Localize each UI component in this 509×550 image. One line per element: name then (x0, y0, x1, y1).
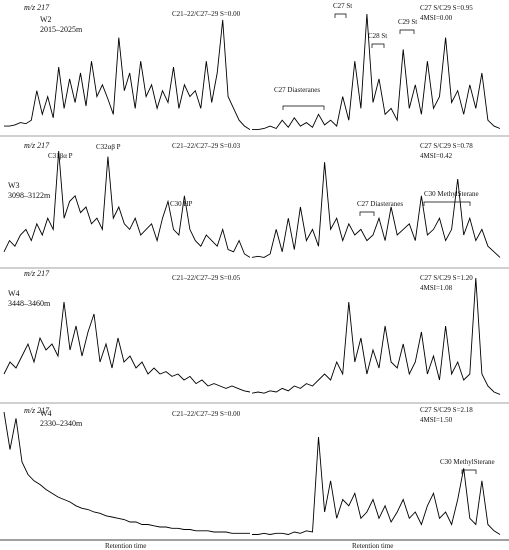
ratio-label: C21–22/C27–29 S=0.00 (172, 10, 241, 18)
trace-right-3 (251, 277, 501, 395)
trace-left-3 (3, 301, 251, 393)
annotation-bracket (371, 43, 385, 48)
depth-label: 2015–2025m (40, 25, 83, 34)
peak-annotation: C27 Diasteranes (274, 86, 320, 94)
x-axis-label-left: Retention time (105, 542, 146, 550)
well-label: W3 (8, 181, 20, 190)
mz-label: m/z 217 (24, 141, 50, 150)
annotation-bracket (423, 201, 471, 206)
depth-label: 3448–3460m (8, 299, 51, 308)
peak-annotation: C32αβ P (96, 143, 121, 151)
msi-label: 4MSI=1.08 (420, 284, 453, 292)
ratio-label: C21–22/C27–29 S=0.05 (172, 274, 241, 282)
depth-label: 2330–2340m (40, 419, 83, 428)
msi-label: 4MSI=1.50 (420, 416, 453, 424)
c27-c29-ratio-label: C27 S/C29 S=2.18 (420, 406, 473, 414)
peak-annotation: C27 Diasteranes (357, 200, 403, 208)
msi-label: 4MSI=0.42 (420, 152, 453, 160)
well-label: W4 (40, 409, 52, 418)
msi-label: 4MSI=0.00 (420, 14, 453, 22)
peak-annotation: C28 St (368, 32, 387, 40)
trace-right-2 (251, 162, 501, 258)
peak-annotation: C30 HP (170, 200, 192, 208)
peak-annotation: C27 St (333, 2, 352, 10)
mz-label: m/z 217 (24, 406, 50, 415)
trace-left-2 (3, 150, 251, 258)
c27-c29-ratio-label: C27 S/C29 S=0.95 (420, 4, 473, 12)
mz-label: m/z 217 (24, 269, 50, 278)
mz-label: m/z 217 (24, 3, 50, 12)
ratio-label: C21–22/C27–29 S=0.00 (172, 410, 241, 418)
c27-c29-ratio-label: C27 S/C29 S=1.20 (420, 274, 473, 282)
annotation-bracket (282, 105, 325, 110)
x-axis-label-right: Retention time (352, 542, 393, 550)
trace-left-4 (3, 411, 250, 534)
annotation-bracket (399, 29, 415, 34)
well-label: W4 (8, 289, 20, 298)
peak-annotation: C30 MethylSterane (424, 190, 479, 198)
annotation-bracket (359, 211, 375, 216)
peak-annotation: C30 MethylSterane (440, 458, 495, 466)
trace-right-1 (252, 13, 501, 131)
ratio-label: C21–22/C27–29 S=0.03 (172, 142, 241, 150)
annotation-bracket (334, 13, 347, 18)
peak-annotation: C29 St (398, 18, 417, 26)
c27-c29-ratio-label: C27 S/C29 S=0.78 (420, 142, 473, 150)
peak-annotation: C31βα P (48, 152, 73, 160)
trace-right-4 (252, 436, 501, 535)
trace-left-1 (4, 19, 251, 130)
depth-label: 3098–3122m (8, 191, 51, 200)
annotation-bracket (461, 469, 477, 474)
well-label: W2 (40, 15, 52, 24)
